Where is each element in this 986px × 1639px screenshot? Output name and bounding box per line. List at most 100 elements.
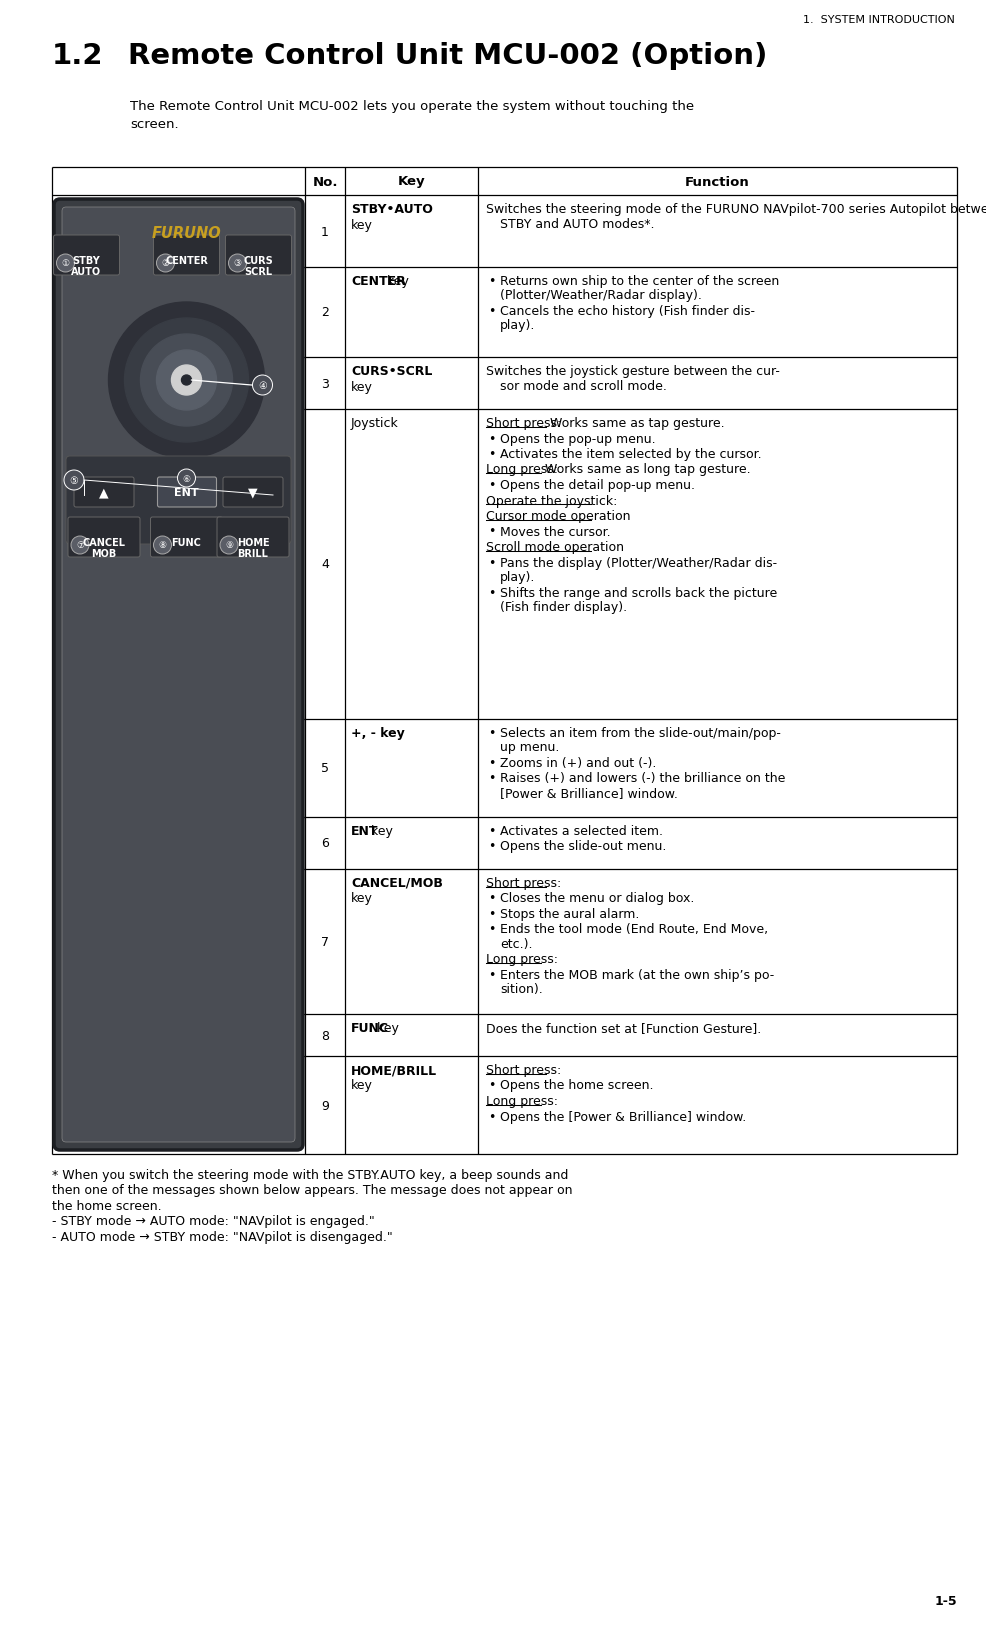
Text: Operate the joystick:: Operate the joystick: [485, 495, 617, 506]
FancyBboxPatch shape [225, 236, 291, 275]
Text: AUTO: AUTO [71, 267, 102, 277]
Text: ④: ④ [258, 380, 266, 390]
Text: ⑨: ⑨ [225, 541, 233, 551]
Text: Short press:: Short press: [485, 416, 561, 429]
Circle shape [71, 536, 89, 554]
Text: CENTER: CENTER [351, 275, 405, 288]
Text: Stops the aural alarm.: Stops the aural alarm. [500, 908, 639, 921]
Text: •: • [487, 1078, 495, 1092]
Text: then one of the messages shown below appears. The message does not appear on: then one of the messages shown below app… [52, 1183, 572, 1196]
Text: Scroll mode operation: Scroll mode operation [485, 541, 623, 554]
Circle shape [157, 351, 216, 411]
Text: The Remote Control Unit MCU-002 lets you operate the system without touching the: The Remote Control Unit MCU-002 lets you… [130, 100, 693, 113]
Text: Cancels the echo history (Fish finder dis-: Cancels the echo history (Fish finder di… [500, 305, 754, 318]
Text: * When you switch the steering mode with the STBY.AUTO key, a beep sounds and: * When you switch the steering mode with… [52, 1169, 568, 1182]
Text: the home screen.: the home screen. [52, 1200, 162, 1213]
Text: key: key [367, 824, 392, 838]
Text: Moves the cursor.: Moves the cursor. [500, 524, 610, 538]
Text: •: • [487, 1110, 495, 1123]
Text: Short press:: Short press: [485, 1064, 561, 1077]
Circle shape [56, 254, 74, 272]
Text: CURS•SCRL: CURS•SCRL [351, 365, 432, 377]
Text: FUNC: FUNC [351, 1021, 388, 1034]
Text: •: • [487, 433, 495, 446]
Circle shape [229, 254, 246, 272]
Text: Pans the display (Plotter/Weather/Radar dis-: Pans the display (Plotter/Weather/Radar … [500, 556, 776, 569]
Text: No.: No. [312, 175, 337, 188]
Text: 1.2: 1.2 [52, 43, 104, 70]
Text: Opens the home screen.: Opens the home screen. [500, 1078, 653, 1092]
Circle shape [177, 470, 195, 488]
Text: up menu.: up menu. [500, 741, 559, 754]
Text: 4: 4 [320, 559, 328, 570]
Circle shape [124, 320, 248, 443]
Text: play).: play). [500, 570, 534, 583]
Text: CENTER: CENTER [165, 256, 208, 266]
Text: •: • [487, 305, 495, 318]
Text: ▲: ▲ [99, 487, 108, 500]
Text: key: key [351, 218, 373, 231]
FancyBboxPatch shape [150, 518, 222, 557]
Text: ⑦: ⑦ [76, 541, 84, 551]
Text: 1.  SYSTEM INTRODUCTION: 1. SYSTEM INTRODUCTION [803, 15, 954, 25]
Text: sor mode and scroll mode.: sor mode and scroll mode. [500, 379, 667, 392]
Text: 7: 7 [320, 936, 328, 949]
Text: •: • [487, 892, 495, 905]
Text: HOME/BRILL: HOME/BRILL [351, 1064, 437, 1077]
Text: sition).: sition). [500, 983, 542, 997]
Text: STBY and AUTO modes*.: STBY and AUTO modes*. [500, 218, 654, 231]
Circle shape [181, 375, 191, 385]
Circle shape [157, 254, 175, 272]
Circle shape [172, 365, 201, 395]
Text: ▼: ▼ [247, 487, 257, 500]
Text: key: key [373, 1021, 398, 1034]
Text: 9: 9 [320, 1098, 328, 1111]
Text: 5: 5 [320, 762, 328, 775]
Text: Long press:: Long press: [485, 952, 557, 965]
Text: CANCEL: CANCEL [83, 538, 125, 547]
Text: FUNC: FUNC [172, 538, 201, 547]
Text: CANCEL/MOB: CANCEL/MOB [351, 877, 443, 890]
Circle shape [220, 536, 238, 554]
Text: •: • [487, 824, 495, 838]
Text: Joystick: Joystick [351, 416, 398, 429]
Text: MOB: MOB [92, 549, 116, 559]
Text: ENT: ENT [174, 488, 198, 498]
Text: FURUNO: FURUNO [152, 226, 221, 241]
Text: •: • [487, 275, 495, 288]
Text: - STBY mode → AUTO mode: "NAVpilot is engaged.": - STBY mode → AUTO mode: "NAVpilot is en… [52, 1214, 375, 1228]
Text: 6: 6 [320, 838, 328, 851]
Text: [Power & Brilliance] window.: [Power & Brilliance] window. [500, 787, 677, 800]
Text: Shifts the range and scrolls back the picture: Shifts the range and scrolls back the pi… [500, 587, 776, 600]
Circle shape [108, 303, 264, 459]
Text: Opens the [Power & Brilliance] window.: Opens the [Power & Brilliance] window. [500, 1110, 745, 1123]
Text: ⑥: ⑥ [182, 474, 190, 484]
Text: screen.: screen. [130, 118, 178, 131]
Text: Closes the menu or dialog box.: Closes the menu or dialog box. [500, 892, 694, 905]
Text: ⑧: ⑧ [159, 541, 167, 551]
FancyBboxPatch shape [54, 200, 303, 1151]
Text: ①: ① [61, 259, 69, 269]
Text: STBY•AUTO: STBY•AUTO [351, 203, 433, 216]
Text: HOME: HOME [237, 538, 269, 547]
FancyBboxPatch shape [62, 208, 295, 1142]
Text: key: key [351, 380, 373, 393]
Text: Does the function set at [Function Gesture].: Does the function set at [Function Gestu… [485, 1021, 760, 1034]
Text: Cursor mode operation: Cursor mode operation [485, 510, 630, 523]
Text: ⑤: ⑤ [70, 475, 78, 485]
Text: Opens the detail pop-up menu.: Opens the detail pop-up menu. [500, 479, 694, 492]
Text: Opens the slide-out menu.: Opens the slide-out menu. [500, 839, 666, 852]
Text: 8: 8 [320, 1029, 328, 1042]
Text: Zooms in (+) and out (-).: Zooms in (+) and out (-). [500, 757, 656, 770]
Text: Works same as long tap gesture.: Works same as long tap gesture. [540, 464, 749, 477]
Text: •: • [487, 524, 495, 538]
Text: •: • [487, 757, 495, 770]
Text: CURS: CURS [244, 256, 273, 266]
Text: •: • [487, 923, 495, 936]
FancyBboxPatch shape [66, 457, 291, 544]
Text: (Plotter/Weather/Radar display).: (Plotter/Weather/Radar display). [500, 290, 701, 302]
Circle shape [64, 470, 84, 490]
Text: •: • [487, 556, 495, 569]
FancyBboxPatch shape [223, 477, 283, 508]
Text: •: • [487, 772, 495, 785]
